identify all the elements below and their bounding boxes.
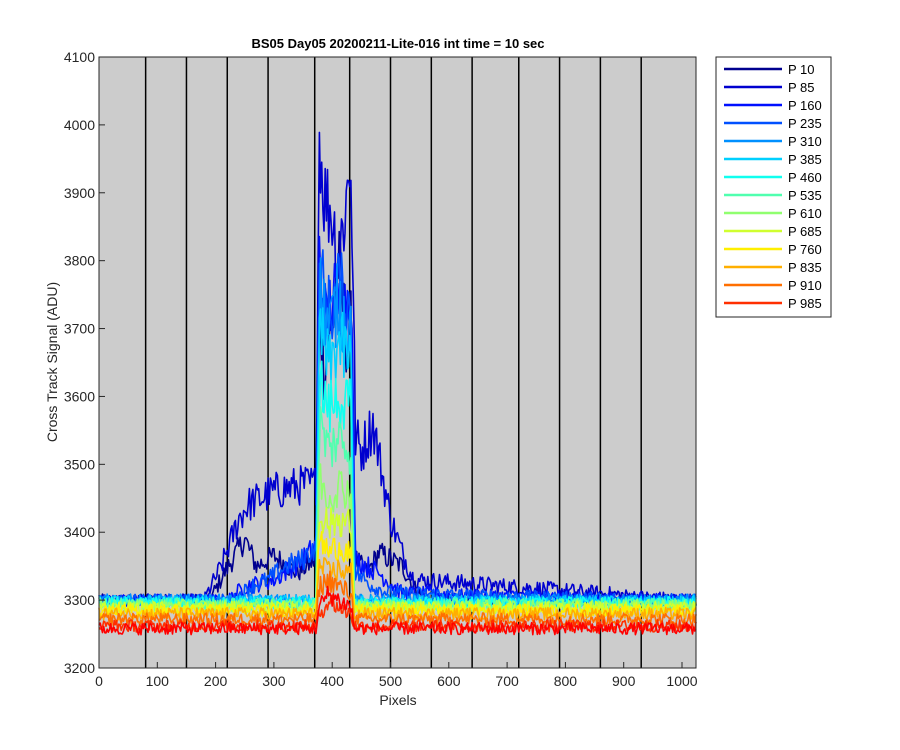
legend-label-5: P 385 — [788, 152, 822, 167]
series-layer — [98, 131, 697, 636]
x-tick-label-7: 700 — [495, 673, 519, 689]
legend-label-13: P 985 — [788, 296, 822, 311]
legend-label-12: P 910 — [788, 278, 822, 293]
legend-label-8: P 610 — [788, 206, 822, 221]
y-tick-label-4: 3600 — [64, 388, 95, 404]
plot-background — [99, 57, 696, 668]
x-tick-label-9: 900 — [612, 673, 636, 689]
series-line-14 — [98, 585, 697, 636]
x-tick-label-8: 800 — [554, 673, 578, 689]
y-tick-label-3: 3500 — [64, 456, 95, 472]
y-tick-label-6: 3800 — [64, 253, 95, 269]
x-tick-label-10: 1000 — [666, 673, 697, 689]
x-axis: 0 100 200 300 400 500 600 700 800 900 1000 — [95, 662, 698, 689]
series-line-11 — [98, 557, 697, 621]
legend-label-10: P 760 — [788, 242, 822, 257]
legend-box — [715, 56, 832, 318]
x-tick-label-2: 200 — [204, 673, 228, 689]
x-tick-label-0: 0 — [95, 673, 103, 689]
x-tick-label-3: 300 — [262, 673, 286, 689]
legend-label-9: P 685 — [788, 224, 822, 239]
series-line-12 — [98, 570, 697, 626]
chart-title: BS05 Day05 20200211-Lite-016 int time = … — [251, 36, 544, 51]
y-tick-label-1: 3300 — [64, 592, 95, 608]
legend-label-1: P 85 — [788, 80, 815, 95]
legend-label-3: P 235 — [788, 116, 822, 131]
y-axis: 3200 3300 3400 3500 3600 3700 3800 3900 4000 4100 — [64, 49, 105, 676]
y-tick-label-2: 3400 — [64, 524, 95, 540]
plot-border — [98, 56, 697, 669]
legend-label-2: P 160 — [788, 98, 822, 113]
x-axis-label: Pixels — [379, 692, 416, 708]
y-tick-label-7: 3900 — [64, 185, 95, 201]
x-tick-label-5: 500 — [379, 673, 403, 689]
y-tick-label-0: 3200 — [64, 660, 95, 676]
x-tick-label-6: 600 — [437, 673, 461, 689]
y-tick-label-9: 4100 — [64, 49, 95, 65]
divider-lines — [144, 57, 642, 668]
legend: P 10 P 85 P 160 P 235 P 310 P 385 P 460 P 535 P … — [715, 56, 832, 318]
legend-label-6: P 460 — [788, 170, 822, 185]
y-tick-label-8: 4000 — [64, 117, 95, 133]
legend-label-7: P 535 — [788, 188, 822, 203]
legend-label-4: P 310 — [788, 134, 822, 149]
y-axis-label: Cross Track Signal (ADU) — [44, 282, 60, 442]
legend-label-0: P 10 — [788, 62, 815, 77]
x-tick-label-4: 400 — [321, 673, 345, 689]
y-tick-label-5: 3700 — [64, 321, 95, 337]
series-line-9 — [98, 507, 697, 615]
legend-label-11: P 835 — [788, 260, 822, 275]
x-tick-label-1: 100 — [146, 673, 170, 689]
